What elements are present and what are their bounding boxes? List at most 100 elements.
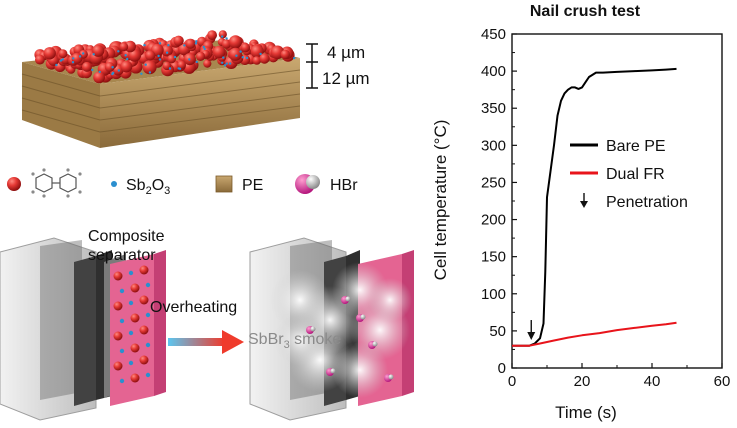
sb2o3-particle xyxy=(228,62,232,65)
sb2o3-particle xyxy=(158,42,162,45)
battery-cell-before xyxy=(0,237,166,421)
sb2o3-particle xyxy=(178,67,182,71)
series-line-bare-pe xyxy=(512,67,677,347)
sb2o3-particle xyxy=(119,318,125,324)
red-sphere-icon xyxy=(7,177,21,191)
chart-legend: Bare PE Dual FR Penetration xyxy=(570,138,688,211)
red-particle xyxy=(195,51,206,62)
red-particle xyxy=(173,35,184,46)
red-particle xyxy=(92,44,105,57)
legend-label: Dual FR xyxy=(606,166,665,183)
red-particle xyxy=(113,361,123,371)
sb2o3-particle xyxy=(72,57,75,60)
red-particle xyxy=(252,56,262,65)
sb2o3-particle xyxy=(124,54,127,57)
red-particle xyxy=(120,60,133,73)
sb2o3-particle xyxy=(158,58,162,61)
sb2o3-particle xyxy=(111,66,114,69)
smoke-cloud xyxy=(270,262,412,398)
penetration-arrowhead xyxy=(527,332,536,341)
chart-title: Nail crush test xyxy=(530,3,641,20)
component-legend: Sb2O3 PE HBr xyxy=(7,168,358,198)
sb2o3-particle xyxy=(241,56,244,59)
sb2o3-particle xyxy=(143,43,146,47)
sb2o3-particle xyxy=(245,56,249,60)
thickness-scale xyxy=(306,43,318,89)
hbr-molecule-part xyxy=(345,296,351,302)
red-particle xyxy=(212,45,226,59)
sb2o3-particle xyxy=(167,44,170,47)
sb2o3-particle xyxy=(144,63,147,66)
sb2o3-particle xyxy=(78,55,82,58)
sb2o3-particle xyxy=(235,54,238,57)
sb2o3-particle xyxy=(221,35,224,38)
sb2o3-particle xyxy=(225,37,228,40)
red-particle xyxy=(280,49,290,60)
hbr-label: HBr xyxy=(330,177,358,194)
hbr-molecule-part xyxy=(388,374,394,380)
overheating-arrow xyxy=(168,330,244,354)
sb2o3-label: Sb2O3 xyxy=(126,177,170,197)
red-particle xyxy=(130,373,140,383)
scale-top-label: 4 µm xyxy=(327,43,365,62)
nail-crush-chart: Nail crush test 050100150200250300350400… xyxy=(431,3,730,422)
battery-cell-after xyxy=(249,237,414,421)
pe-label: PE xyxy=(242,177,263,194)
red-particle xyxy=(113,271,123,281)
sb2o3-particle xyxy=(165,51,169,54)
red-particle xyxy=(177,60,186,70)
sb2o3-particle xyxy=(91,68,94,72)
sb2o3-particle xyxy=(168,67,172,70)
sb2o3-particle xyxy=(128,300,134,306)
hbr-molecule-part xyxy=(310,326,316,332)
red-particle xyxy=(185,38,196,49)
sb2o3-particle xyxy=(140,72,143,76)
red-particle xyxy=(113,331,123,341)
sb2o3-particle xyxy=(117,50,120,53)
red-particle-coating xyxy=(34,30,296,84)
x-tick-label: 0 xyxy=(508,373,516,390)
sb2o3-particle xyxy=(126,57,129,61)
blue-dot-icon xyxy=(111,181,117,187)
x-tick-label: 20 xyxy=(574,373,591,390)
sb2o3-particle xyxy=(145,342,151,348)
red-particle xyxy=(203,59,212,68)
sb2o3-particle xyxy=(293,56,296,60)
molecule-icon xyxy=(31,168,82,198)
sb2o3-particle xyxy=(239,50,242,53)
sb2o3-particle xyxy=(223,64,227,67)
sb2o3-particle xyxy=(59,59,63,62)
sb2o3-particle xyxy=(98,70,101,74)
red-particle xyxy=(130,313,140,323)
y-tick-label: 250 xyxy=(481,174,506,191)
red-particle xyxy=(145,50,156,61)
red-particle xyxy=(139,295,149,305)
sb2o3-particle xyxy=(128,330,134,336)
y-tick-label: 0 xyxy=(498,360,506,377)
y-tick-label: 100 xyxy=(481,286,506,303)
red-particle xyxy=(43,47,56,60)
series-line-dual-fr xyxy=(512,321,677,347)
x-tick-label: 40 xyxy=(644,373,661,390)
hbr-molecule-part xyxy=(372,341,378,347)
sb2o3-particle xyxy=(195,40,198,43)
sb2o3-particle xyxy=(225,62,228,65)
sb2o3-particle xyxy=(71,61,75,64)
pe-square-icon xyxy=(215,175,233,193)
legend-label: Penetration xyxy=(606,194,688,211)
red-particle xyxy=(58,49,68,59)
sb2o3-particle xyxy=(194,42,198,45)
legend-label: Bare PE xyxy=(606,138,666,155)
red-particle xyxy=(139,325,149,335)
sb2o3-particle xyxy=(259,52,262,56)
red-particle xyxy=(139,355,149,365)
sb2o3-particle xyxy=(119,348,125,354)
composite-label-line2: separator xyxy=(88,247,156,264)
sb2o3-particle xyxy=(195,60,198,64)
y-tick-label: 150 xyxy=(481,249,506,266)
sb2o3-particle xyxy=(82,52,85,55)
sb2o3-particle xyxy=(61,58,64,61)
y-tick-label: 450 xyxy=(481,26,506,43)
sb2o3-particle xyxy=(145,312,151,318)
red-particle xyxy=(228,35,243,49)
